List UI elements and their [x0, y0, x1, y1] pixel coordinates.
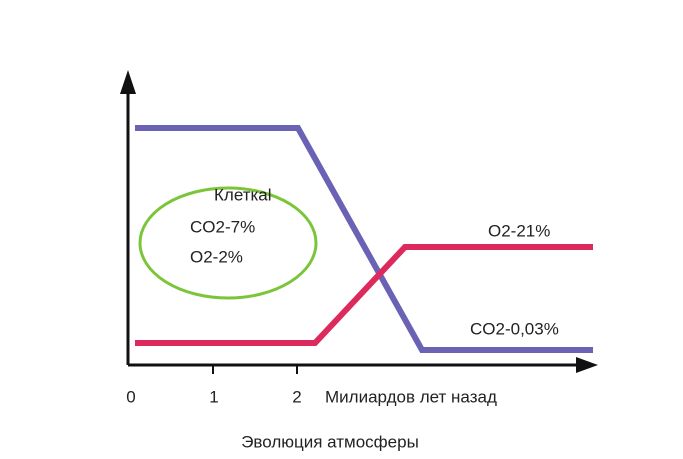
x-axis-arrow: [576, 357, 598, 373]
o2-annotation: O2-21%: [488, 221, 550, 240]
x-axis-label: Милиардов лет назад: [325, 387, 497, 406]
o2-line: [135, 244, 593, 346]
co2-annotation: CO2-0,03%: [470, 319, 559, 338]
y-axis-arrow: [120, 70, 136, 94]
title: Эволюция атмосферы: [241, 432, 419, 451]
cell-o2: O2-2%: [190, 247, 243, 266]
x-tick-label: 2: [292, 387, 301, 406]
x-tick-label: 1: [209, 387, 218, 406]
co2-line: [135, 125, 593, 353]
cell-co2: CO2-7%: [190, 217, 255, 236]
cell-outline: [138, 186, 318, 300]
cell-label: Клеткаl: [214, 185, 272, 204]
x-tick-label: 0: [126, 387, 135, 406]
